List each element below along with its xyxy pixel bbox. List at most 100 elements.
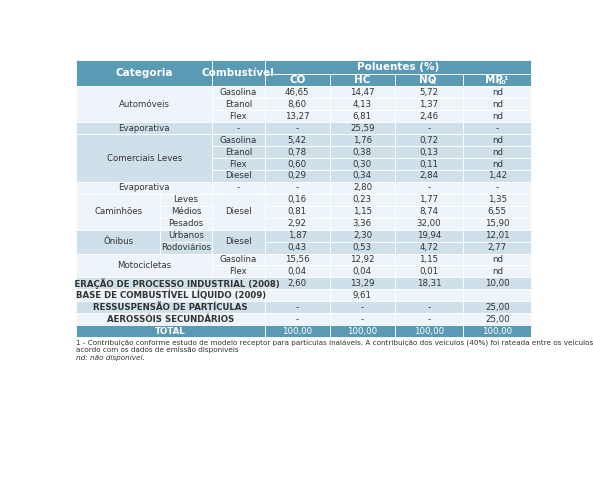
Text: 1,15: 1,15: [353, 207, 372, 216]
Text: -: -: [428, 303, 431, 312]
Bar: [265, 158, 330, 170]
Text: 1,76: 1,76: [353, 136, 372, 145]
Bar: [212, 253, 265, 265]
Bar: [463, 325, 531, 337]
Bar: [395, 194, 463, 206]
Text: nd: nd: [492, 148, 503, 157]
Text: -: -: [361, 314, 364, 324]
Text: nd: nd: [492, 100, 503, 109]
Bar: [160, 218, 212, 230]
Text: Pesados: Pesados: [168, 219, 204, 228]
Bar: [76, 182, 212, 194]
Text: -: -: [428, 184, 431, 192]
Bar: [330, 289, 395, 301]
Bar: [395, 325, 463, 337]
Bar: [330, 74, 395, 86]
Text: 0,81: 0,81: [288, 207, 307, 216]
Bar: [212, 60, 265, 86]
Text: -: -: [496, 124, 499, 133]
Bar: [212, 146, 265, 158]
Bar: [463, 123, 531, 134]
Bar: [395, 134, 463, 146]
Bar: [212, 265, 265, 277]
Text: 15,90: 15,90: [485, 219, 509, 228]
Text: -: -: [428, 124, 431, 133]
Bar: [265, 110, 330, 123]
Text: 25,59: 25,59: [350, 124, 375, 133]
Text: 100,00: 100,00: [482, 327, 512, 336]
Bar: [265, 134, 330, 146]
Text: Comerciais Leves: Comerciais Leves: [107, 154, 182, 163]
Bar: [76, 60, 212, 86]
Text: 0,78: 0,78: [288, 148, 307, 157]
Text: 0,53: 0,53: [353, 243, 372, 252]
Bar: [265, 301, 330, 313]
Text: 8,60: 8,60: [288, 100, 307, 109]
Text: 2,84: 2,84: [419, 172, 439, 181]
Bar: [160, 242, 212, 253]
Bar: [265, 86, 330, 98]
Bar: [212, 182, 265, 194]
Text: nd: nd: [492, 267, 503, 276]
Text: nd: nd: [492, 112, 503, 121]
Text: nd: nd: [492, 255, 503, 264]
Text: 0,38: 0,38: [353, 148, 372, 157]
Bar: [330, 242, 395, 253]
Bar: [160, 206, 212, 218]
Text: -: -: [296, 124, 299, 133]
Text: -: -: [361, 303, 364, 312]
Text: 0,60: 0,60: [288, 160, 307, 169]
Text: 0,43: 0,43: [288, 243, 307, 252]
Bar: [395, 206, 463, 218]
Text: Gasolina: Gasolina: [220, 136, 257, 145]
Text: 0,34: 0,34: [353, 172, 372, 181]
Text: 1,35: 1,35: [487, 195, 507, 204]
Text: RESSUSPENSÃO DE PARTÍCULAS: RESSUSPENSÃO DE PARTÍCULAS: [93, 303, 248, 312]
Bar: [160, 230, 212, 242]
Bar: [212, 86, 265, 98]
Text: -: -: [296, 314, 299, 324]
Text: 100,00: 100,00: [414, 327, 444, 336]
Bar: [463, 134, 531, 146]
Text: Combustível: Combustível: [202, 68, 275, 78]
Text: 1,42: 1,42: [487, 172, 507, 181]
Bar: [76, 325, 265, 337]
Text: 15,56: 15,56: [285, 255, 310, 264]
Text: 0,11: 0,11: [419, 160, 439, 169]
Bar: [76, 301, 265, 313]
Bar: [265, 265, 330, 277]
Bar: [395, 230, 463, 242]
Text: Etanol: Etanol: [225, 148, 252, 157]
Text: 0,16: 0,16: [288, 195, 307, 204]
Bar: [265, 253, 330, 265]
Text: 13,27: 13,27: [285, 112, 310, 121]
Text: 0,29: 0,29: [288, 172, 307, 181]
Text: -: -: [296, 303, 299, 312]
Bar: [463, 301, 531, 313]
Text: 0,04: 0,04: [353, 267, 372, 276]
Bar: [463, 218, 531, 230]
Text: 1,77: 1,77: [419, 195, 439, 204]
Bar: [330, 86, 395, 98]
Text: Urbanos: Urbanos: [168, 231, 204, 240]
Text: Gasolina: Gasolina: [220, 88, 257, 97]
Text: 12,01: 12,01: [485, 231, 509, 240]
Text: 0,04: 0,04: [288, 267, 307, 276]
Bar: [330, 206, 395, 218]
Text: 8,74: 8,74: [419, 207, 439, 216]
Text: Poluentes (%): Poluentes (%): [357, 62, 439, 72]
Bar: [265, 277, 330, 289]
Bar: [76, 253, 212, 277]
Bar: [395, 301, 463, 313]
Bar: [330, 194, 395, 206]
Text: Flex: Flex: [229, 112, 247, 121]
Text: 5,42: 5,42: [288, 136, 307, 145]
Text: 14,47: 14,47: [350, 88, 375, 97]
Bar: [395, 123, 463, 134]
Bar: [76, 134, 212, 182]
Bar: [463, 265, 531, 277]
Bar: [463, 206, 531, 218]
Text: 0,01: 0,01: [419, 267, 439, 276]
Text: nd: nd: [492, 160, 503, 169]
Text: 2,30: 2,30: [353, 231, 372, 240]
